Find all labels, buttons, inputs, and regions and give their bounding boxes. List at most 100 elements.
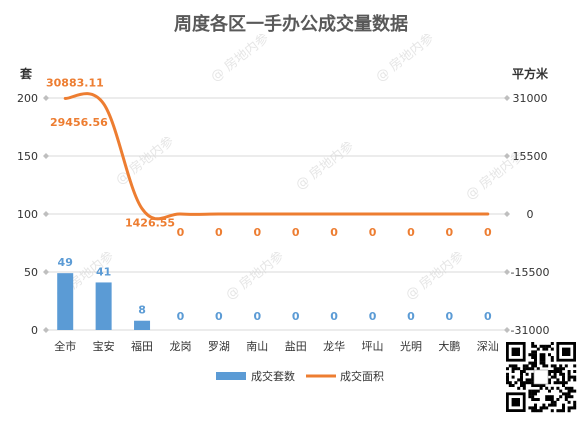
left-tick-marker <box>43 153 49 159</box>
qr-module <box>542 384 546 387</box>
left-tick-marker <box>43 269 49 275</box>
qr-module <box>556 386 560 390</box>
qr-module <box>548 353 551 357</box>
qr-module <box>534 350 537 354</box>
bar-data-label: 0 <box>292 310 300 323</box>
qr-module <box>536 389 540 393</box>
bar-data-label: 0 <box>446 310 454 323</box>
qr-module <box>550 342 554 345</box>
qr-module <box>548 398 551 401</box>
qr-module <box>536 347 540 351</box>
qr-module <box>522 381 526 385</box>
qr-module <box>511 370 515 373</box>
qr-module <box>573 370 577 373</box>
qr-module <box>539 353 543 357</box>
bar-data-label: 0 <box>484 310 492 323</box>
category-label: 坪山 <box>362 340 384 353</box>
qr-module <box>528 392 532 396</box>
qr-module <box>536 384 540 387</box>
category-label: 龙岗 <box>169 340 191 353</box>
qr-module <box>539 361 543 365</box>
category-label: 南山 <box>246 340 268 353</box>
qr-module <box>542 356 546 359</box>
qr-module <box>506 381 509 385</box>
left-tick-label: 0 <box>31 324 38 337</box>
qr-module <box>514 367 518 371</box>
qr-module <box>553 372 557 376</box>
qr-module <box>559 389 563 393</box>
qr-module <box>506 372 509 376</box>
qr-module <box>517 386 521 390</box>
qr-module <box>531 375 535 379</box>
right-tick-marker <box>504 95 510 101</box>
category-label: 全市 <box>54 339 76 353</box>
bar-data-label: 0 <box>369 310 377 323</box>
qr-module <box>511 367 515 371</box>
qr-module <box>545 395 549 399</box>
qr-module <box>548 378 551 382</box>
qr-module <box>536 409 540 413</box>
qr-module <box>556 378 560 382</box>
qr-module <box>553 364 557 368</box>
qr-module <box>531 389 535 393</box>
qr-finder-core <box>511 398 520 407</box>
qr-module <box>542 347 546 351</box>
qr-module <box>511 375 515 379</box>
qr-module <box>567 400 571 404</box>
qr-module <box>539 356 543 359</box>
qr-module <box>567 370 571 373</box>
qr-module <box>542 344 546 348</box>
qr-module <box>548 403 551 407</box>
qr-module <box>514 364 518 368</box>
qr-module <box>542 361 546 365</box>
bar-data-label: 49 <box>58 256 73 269</box>
left-tick-label: 150 <box>17 150 38 163</box>
qr-module <box>508 381 512 385</box>
qr-module <box>573 406 577 410</box>
bar-series: 49 41 8 0 0 0 0 0 0 0 0 0 <box>57 256 492 330</box>
qr-module <box>525 372 529 376</box>
qr-module <box>531 378 535 382</box>
qr-module <box>567 395 571 399</box>
qr-module <box>542 358 546 362</box>
qr-module <box>539 344 543 348</box>
qr-module <box>564 398 568 401</box>
qr-module <box>534 409 537 413</box>
qr-module <box>520 372 523 376</box>
qr-module <box>522 364 526 368</box>
left-tick-label: 200 <box>17 92 38 105</box>
qr-module <box>562 403 565 407</box>
qr-module <box>545 398 549 401</box>
qr-module <box>550 364 554 368</box>
qr-module <box>534 403 537 407</box>
qr-module <box>550 358 554 362</box>
watermark-layer: @ 房地内参 @ 房地内参@ 房地内参 @ 房地内参 @ 房地内参@ 房地内参 @ 房地… <box>53 30 527 303</box>
qr-module <box>528 381 532 385</box>
qr-module <box>517 378 521 382</box>
right-tick-marker <box>504 327 510 333</box>
bar-data-label: 0 <box>330 310 338 323</box>
qr-module <box>573 389 577 393</box>
category-label: 深汕 <box>477 340 499 353</box>
qr-module <box>531 409 535 413</box>
qr-module <box>570 386 574 390</box>
qr-module <box>548 372 551 376</box>
qr-module <box>573 364 577 368</box>
qr-finder-core <box>511 347 520 356</box>
qr-module <box>520 370 523 373</box>
qr-module <box>559 370 563 373</box>
qr-module <box>534 344 537 348</box>
qr-module <box>539 384 543 387</box>
qr-module <box>550 370 554 373</box>
qr-module <box>567 375 571 379</box>
qr-module <box>528 395 532 399</box>
category-label: 光明 <box>400 339 422 353</box>
qr-module <box>539 358 543 362</box>
bar <box>95 282 112 330</box>
category-label: 罗湖 <box>208 340 230 353</box>
line-data-label: 30883.11 <box>46 76 104 89</box>
right-tick-marker <box>504 211 510 217</box>
qr-module <box>553 400 557 404</box>
qr-module <box>567 392 571 396</box>
